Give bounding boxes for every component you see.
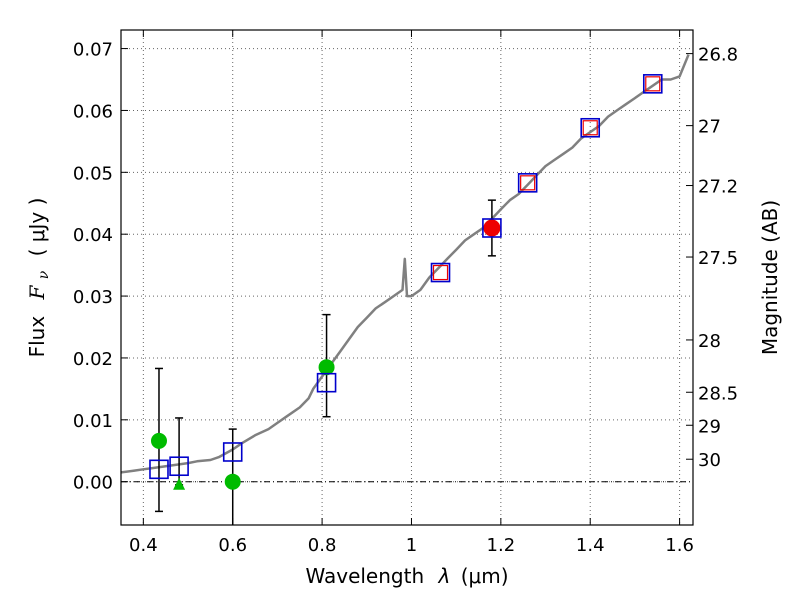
y-axis-label-subscript: ν (36, 270, 52, 279)
y-tick-label: 0.02 (73, 349, 113, 370)
model-photometry-square (316, 372, 337, 393)
x-tick-label: 1.6 (665, 535, 694, 556)
x-tick-label: 1 (406, 535, 417, 556)
x-axis-label-symbol: λ (438, 564, 451, 588)
y-tick-label: 0.04 (73, 225, 113, 246)
model-photometry-square (642, 74, 663, 94)
mag-tick-label: 28.5 (698, 383, 738, 404)
x-axis-label: Wavelength λ (μm) (305, 564, 508, 588)
model-photometry-square (430, 262, 451, 283)
y-tick-label: 0.07 (73, 40, 113, 61)
model-photometry-square (517, 173, 538, 193)
x-axis-label-unit: (μm) (461, 564, 509, 588)
y-tick-label: 0.05 (73, 163, 113, 184)
mag-tick-label: 28 (698, 331, 721, 352)
model-photometry-square (482, 218, 502, 238)
y-tick-label: 0.03 (73, 287, 113, 308)
grid (121, 30, 693, 525)
x-tick-label: 0.6 (218, 535, 247, 556)
y-axis-label-unit: ( μJy ) (25, 198, 49, 257)
y-axis-label-symbol: F (25, 284, 49, 300)
ticks: 0.4 0.6 0.8 1 1.2 1.4 1.6 0.00 0.01 0.02 0.03 0.04 0… (73, 30, 738, 556)
mag-tick-label: 29 (698, 416, 721, 437)
model-photometry-square (580, 117, 601, 138)
observed-optical-circle (150, 432, 167, 449)
observed-ir-square (645, 76, 661, 92)
model-spectrum-line (120, 54, 690, 474)
y-tick-label: 0.01 (73, 411, 113, 432)
observed-ir-square (582, 120, 598, 136)
x-axis-label-text: Wavelength (305, 564, 424, 588)
y-tick-label: 0.00 (73, 473, 113, 494)
plot-frame (120, 29, 694, 526)
model-spectrum (120, 54, 690, 474)
model-photometry-square (169, 456, 189, 477)
mag-tick-label: 30 (698, 450, 721, 471)
observed-ir-square (432, 264, 449, 281)
observed-ir-square (520, 175, 536, 191)
observed-optical-triangle (173, 477, 186, 490)
y-axis-label: Flux F ν ( μJy ) (25, 198, 53, 358)
observed-ir-circle (483, 219, 501, 237)
model-photometry-square (149, 459, 169, 480)
x-tick-label: 1.4 (576, 535, 605, 556)
mag-tick-label: 27.5 (698, 248, 738, 269)
x-tick-label: 0.8 (308, 535, 337, 556)
x-tick-label: 0.4 (129, 535, 158, 556)
x-tick-label: 1.2 (487, 535, 516, 556)
mag-tick-label: 26.8 (698, 45, 738, 66)
observed-optical-circle (224, 473, 241, 490)
mag-tick-label: 27 (698, 117, 721, 138)
observed-optical-circle (318, 359, 335, 376)
y2-axis-label: Magnitude (AB) (758, 200, 782, 355)
y-axis-label-text: Flux (25, 316, 49, 358)
markers (149, 74, 663, 490)
y-tick-label: 0.06 (73, 101, 113, 122)
model-photometry-square (222, 442, 243, 462)
mag-tick-label: 27.2 (698, 177, 738, 198)
